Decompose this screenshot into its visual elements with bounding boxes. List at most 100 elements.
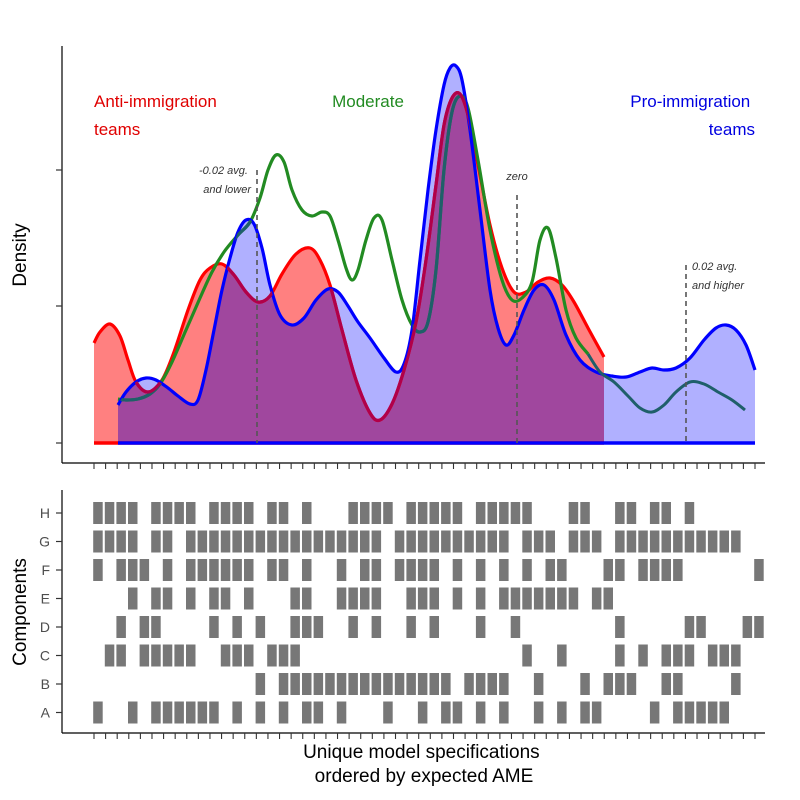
component-cells bbox=[93, 502, 764, 724]
component-cell bbox=[626, 502, 637, 524]
component-cell bbox=[278, 644, 289, 667]
component-cell bbox=[441, 673, 451, 695]
component-cell bbox=[128, 530, 138, 553]
component-cell bbox=[707, 701, 718, 724]
component-cell bbox=[232, 616, 242, 638]
component-cell bbox=[522, 530, 532, 553]
component-cell bbox=[244, 502, 254, 524]
component-cell bbox=[162, 530, 173, 553]
component-cell bbox=[394, 530, 405, 553]
component-cell bbox=[499, 701, 509, 724]
density-areas bbox=[94, 64, 755, 444]
component-cell bbox=[649, 559, 660, 581]
component-cell bbox=[673, 559, 683, 581]
component-cell bbox=[394, 673, 405, 695]
density-lines bbox=[92, 63, 757, 445]
component-cell bbox=[638, 644, 648, 667]
component-cell bbox=[371, 673, 382, 695]
component-row-label-G: G bbox=[39, 534, 50, 550]
component-cell bbox=[696, 530, 706, 553]
component-cell bbox=[313, 701, 324, 724]
component-cell bbox=[499, 559, 509, 581]
component-cell bbox=[452, 530, 463, 553]
component-cell bbox=[209, 530, 219, 553]
component-cell bbox=[209, 559, 219, 581]
component-cell bbox=[325, 530, 335, 553]
component-cell bbox=[603, 673, 613, 695]
component-cell bbox=[742, 616, 753, 638]
component-cell bbox=[104, 502, 115, 524]
component-cell bbox=[545, 559, 555, 581]
component-cell bbox=[360, 559, 370, 581]
component-cell bbox=[441, 701, 451, 724]
component-cell bbox=[499, 673, 509, 695]
component-cell bbox=[267, 530, 277, 553]
component-cell bbox=[615, 530, 625, 553]
component-cell bbox=[452, 559, 463, 581]
component-cell bbox=[290, 673, 300, 695]
component-cell bbox=[232, 559, 242, 581]
component-cell bbox=[186, 701, 196, 724]
component-cell bbox=[209, 701, 219, 724]
component-cell bbox=[475, 559, 486, 581]
component-cell bbox=[278, 673, 289, 695]
component-cell bbox=[197, 530, 208, 553]
component-row-label-D: D bbox=[40, 619, 50, 635]
density-x-ticks bbox=[93, 463, 756, 469]
component-cell bbox=[348, 616, 358, 638]
component-cell bbox=[128, 559, 138, 581]
component-cell bbox=[580, 701, 590, 724]
components-y-title: Components bbox=[10, 558, 31, 666]
component-cell bbox=[406, 530, 416, 553]
component-cell bbox=[371, 616, 382, 638]
component-row-label-H: H bbox=[40, 505, 50, 521]
component-cell bbox=[684, 616, 695, 638]
component-cell bbox=[313, 673, 324, 695]
component-cell bbox=[267, 644, 277, 667]
component-cell bbox=[707, 644, 718, 667]
component-cell bbox=[557, 644, 567, 667]
component-cell bbox=[93, 530, 103, 553]
component-cell bbox=[580, 530, 590, 553]
component-cell bbox=[615, 673, 625, 695]
component-cell bbox=[371, 530, 382, 553]
component-cell bbox=[104, 530, 115, 553]
component-row-label-A: A bbox=[41, 705, 51, 721]
component-cell bbox=[383, 673, 393, 695]
component-cell bbox=[429, 587, 439, 610]
component-cell bbox=[93, 502, 103, 524]
density-y-ticks bbox=[56, 169, 62, 444]
component-cell bbox=[719, 701, 729, 724]
component-cell bbox=[417, 701, 428, 724]
component-cell bbox=[313, 530, 324, 553]
components-x-title: Unique model specifications ordered by e… bbox=[303, 742, 545, 787]
component-cell bbox=[696, 616, 706, 638]
component-cell bbox=[719, 644, 729, 667]
moderate-line-tail bbox=[586, 353, 746, 414]
component-cell bbox=[510, 616, 521, 638]
component-cell bbox=[255, 701, 266, 724]
component-cell bbox=[417, 559, 428, 581]
component-cell bbox=[510, 587, 521, 610]
component-cell bbox=[244, 644, 254, 667]
component-cell bbox=[615, 616, 625, 638]
component-cell bbox=[220, 530, 231, 553]
density-y-title: Density bbox=[10, 223, 31, 287]
component-cell bbox=[302, 616, 312, 638]
component-cell bbox=[591, 701, 602, 724]
component-cell bbox=[255, 673, 266, 695]
component-cell bbox=[116, 644, 126, 667]
annotation-low: -0.02 avg. and lower bbox=[199, 165, 252, 196]
component-cell bbox=[278, 701, 289, 724]
component-cell bbox=[290, 587, 300, 610]
component-cell bbox=[487, 502, 497, 524]
component-cell bbox=[499, 502, 509, 524]
component-cell bbox=[139, 616, 150, 638]
component-cell bbox=[290, 616, 300, 638]
component-cell bbox=[151, 530, 161, 553]
component-cell bbox=[429, 559, 439, 581]
component-cell bbox=[406, 587, 416, 610]
component-cell bbox=[278, 502, 289, 524]
component-cell bbox=[533, 587, 544, 610]
